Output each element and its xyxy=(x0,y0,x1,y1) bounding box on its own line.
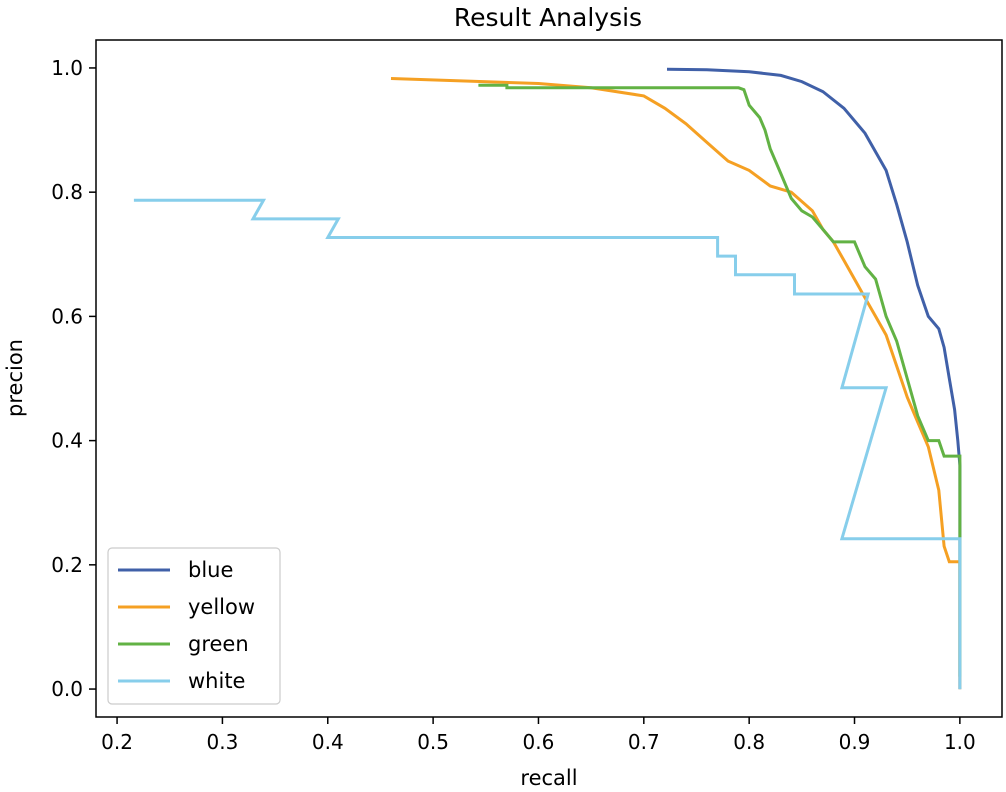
x-tick-label: 0.8 xyxy=(733,730,765,754)
plot-lines xyxy=(133,67,962,690)
x-tick-label: 0.5 xyxy=(417,730,449,754)
series-line-blue xyxy=(666,67,962,690)
legend: blue yellow green white xyxy=(107,547,281,705)
x-axis-label: recall xyxy=(520,766,577,790)
y-tick-label: 0.6 xyxy=(51,304,83,328)
y-tick-label: 0.8 xyxy=(51,180,83,204)
x-tick-label: 0.9 xyxy=(839,730,871,754)
legend-label-green: green xyxy=(188,632,249,656)
x-axis-ticks: 0.2 0.3 0.4 0.5 0.6 0.7 0.8 0.9 1.0 xyxy=(101,717,976,754)
y-tick-label: 1.0 xyxy=(51,56,83,80)
x-tick-label: 0.6 xyxy=(523,730,555,754)
legend-label-yellow: yellow xyxy=(188,595,255,619)
x-tick-label: 0.7 xyxy=(628,730,660,754)
legend-label-blue: blue xyxy=(188,558,233,582)
legend-label-white: white xyxy=(188,669,245,693)
chart-title: Result Analysis xyxy=(454,3,642,32)
x-tick-label: 0.3 xyxy=(207,730,239,754)
x-tick-label: 0.4 xyxy=(312,730,344,754)
series-line-yellow xyxy=(390,77,962,690)
y-tick-label: 0.4 xyxy=(51,429,83,453)
series-line-green xyxy=(478,83,962,677)
plot-frame xyxy=(95,39,1003,718)
series-line-white xyxy=(133,198,962,690)
y-axis-ticks: 0.0 0.2 0.4 0.6 0.8 1.0 xyxy=(51,56,96,701)
y-axis-label: precion xyxy=(3,339,27,417)
legend-box xyxy=(107,547,281,705)
x-tick-label: 0.2 xyxy=(101,730,133,754)
y-tick-label: 0.2 xyxy=(51,553,83,577)
y-tick-label: 0.0 xyxy=(51,677,83,701)
x-tick-label: 1.0 xyxy=(944,730,976,754)
